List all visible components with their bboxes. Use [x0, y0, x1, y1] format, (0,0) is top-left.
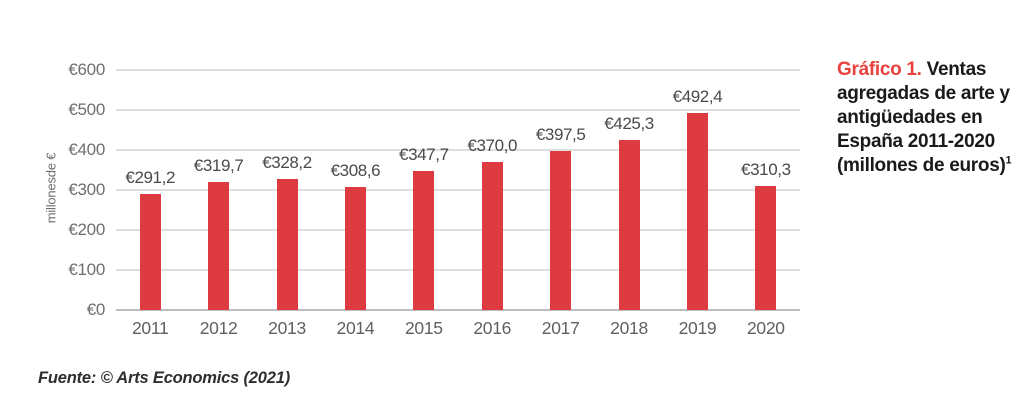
y-tick-label: €500 — [68, 100, 105, 119]
bar-2018 — [618, 139, 640, 310]
bar-column-2011: €291,2 — [116, 70, 184, 310]
bar-column-2020: €310,3 — [732, 70, 800, 310]
x-tick-label: 2018 — [610, 318, 648, 338]
bar-value-label: €397,5 — [535, 125, 586, 144]
x-tick-label: 2014 — [336, 318, 375, 338]
bar-value-label: €347,7 — [399, 144, 449, 164]
y-tick-label: €300 — [68, 180, 105, 199]
gridline — [116, 149, 800, 151]
bar-value-label: €328,2 — [262, 152, 312, 172]
x-axis-labels: 2011 2012 2013 2014 2015 2016 2017 2018 2019 2020 — [116, 318, 800, 339]
bar-column-2019: €492,4 — [663, 70, 731, 310]
bar-2017 — [550, 151, 572, 310]
gridline — [116, 189, 800, 191]
bar-2016 — [481, 162, 503, 310]
bar-2011 — [139, 193, 161, 310]
gridline — [116, 69, 800, 71]
bar-column-2014: €308,6 — [321, 70, 389, 310]
chart-title: Gráfico 1. Ventas agregadas de arte y an… — [837, 58, 1021, 178]
bar-value-label: €370,0 — [467, 136, 518, 155]
x-axis-baseline — [116, 309, 800, 311]
chart-title-text: Ventas agregadas de arte y antigüedades … — [837, 59, 1010, 176]
x-tick-label: 2013 — [268, 318, 306, 338]
bar-2013 — [276, 178, 298, 310]
gridline — [116, 269, 800, 271]
bar-column-2012: €319,7 — [184, 70, 252, 310]
x-tick-label: 2011 — [131, 318, 169, 338]
gridline — [116, 229, 800, 231]
bar-columns: €291,2 €319,7 €328,2 €308,6 €347,7 €370,0 €397… — [116, 70, 800, 310]
plot-area: €291,2 €319,7 €328,2 €308,6 €347,7 €370,0 €397… — [116, 69, 800, 311]
bar-2014 — [344, 186, 366, 310]
y-tick-label: €200 — [68, 220, 105, 239]
bar-value-label: €308,6 — [330, 160, 381, 180]
bar-value-label: €319,7 — [193, 156, 244, 176]
x-tick-label: 2020 — [746, 318, 785, 338]
gridline — [116, 109, 800, 111]
x-tick-label: 2015 — [404, 318, 443, 338]
y-tick-label: €400 — [68, 140, 105, 159]
bar-value-label: €425,3 — [604, 113, 654, 133]
y-tick-label: €600 — [68, 60, 105, 79]
x-tick-label: 2012 — [199, 318, 238, 338]
bar-column-2018: €425,3 — [595, 70, 663, 310]
bar-column-2013: €328,2 — [253, 70, 321, 310]
source-note: Fuente: © Arts Economics (2021) — [38, 369, 290, 387]
bar-column-2017: €397,5 — [526, 70, 594, 310]
bar-2015 — [413, 170, 435, 310]
y-tick-label: €0 — [86, 300, 106, 319]
bar-column-2015: €347,7 — [390, 70, 458, 310]
bar-value-label: €291,2 — [125, 167, 176, 187]
chart-title-footnote-marker: 1 — [1005, 154, 1012, 167]
chart-title-prefix: Gráfico 1. — [837, 59, 922, 80]
bar-column-2016: €370,0 — [458, 70, 526, 310]
bar-2020 — [755, 185, 777, 310]
x-tick-label: 2019 — [678, 318, 717, 338]
bar-2012 — [208, 182, 230, 310]
bar-2019 — [686, 113, 708, 310]
x-tick-label: 2017 — [541, 318, 580, 338]
y-tick-label: €100 — [68, 260, 105, 279]
x-tick-label: 2016 — [473, 318, 512, 338]
bar-value-label: €492,4 — [672, 87, 723, 107]
bar-value-label: €310,3 — [741, 159, 791, 179]
